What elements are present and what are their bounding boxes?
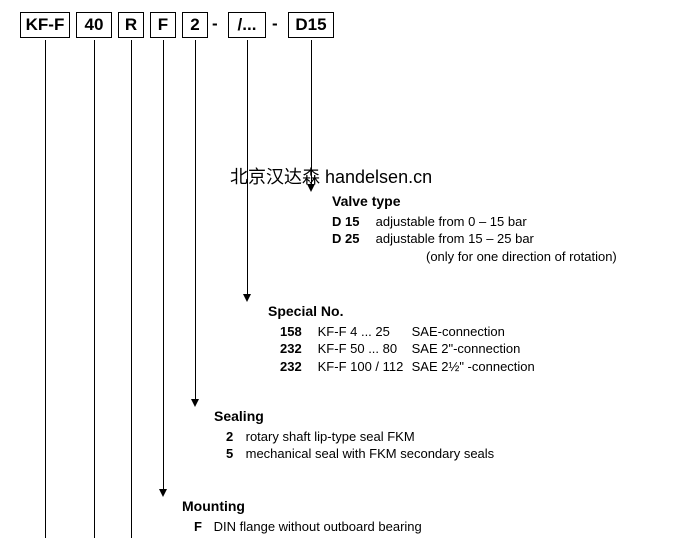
- code-box-2: 2: [182, 12, 208, 38]
- code-box-r: R: [118, 12, 144, 38]
- special-key-2: 232: [280, 358, 314, 376]
- special-key-1: 232: [280, 340, 314, 358]
- valve-desc-d25: adjustable from 15 – 25 bar: [376, 231, 534, 246]
- section-mounting: Mounting F DIN flange without outboard b…: [182, 497, 422, 535]
- sealing-desc-1: mechanical seal with FKM secondary seals: [246, 446, 495, 461]
- mounting-desc-0: DIN flange without outboard bearing: [214, 519, 422, 534]
- code-dash-2: -: [272, 14, 278, 34]
- code-box-d15: D15: [288, 12, 334, 38]
- special-code-1: KF-F 50 ... 80: [318, 340, 412, 358]
- mounting-title: Mounting: [182, 497, 422, 516]
- valve-desc-d15: adjustable from 0 – 15 bar: [376, 214, 527, 229]
- special-code-2: KF-F 100 / 112: [318, 358, 412, 376]
- code-box-slash: /...: [228, 12, 266, 38]
- code-box-f: F: [150, 12, 176, 38]
- sealing-desc-0: rotary shaft lip-type seal FKM: [246, 429, 415, 444]
- special-desc-2: SAE 2½" -connection: [412, 359, 535, 374]
- sealing-key-1: 5: [226, 445, 242, 463]
- valve-key-d25: D 25: [332, 230, 372, 248]
- valve-key-d15: D 15: [332, 213, 372, 231]
- section-valve-type: Valve type D 15 adjustable from 0 – 15 b…: [332, 192, 617, 266]
- mounting-key-0: F: [194, 518, 210, 536]
- special-key-0: 158: [280, 323, 314, 341]
- special-desc-0: SAE-connection: [412, 324, 505, 339]
- sealing-title: Sealing: [214, 407, 494, 426]
- special-desc-1: SAE 2"-connection: [412, 341, 521, 356]
- valve-note: (only for one direction of rotation): [332, 248, 617, 266]
- special-title: Special No.: [268, 302, 535, 321]
- section-special-no: Special No. 158 KF-F 4 ... 25SAE-connect…: [268, 302, 535, 376]
- watermark-text: 北京汉达森 handelsen.cn: [230, 163, 432, 189]
- code-box-40: 40: [76, 12, 112, 38]
- code-box-kff: KF-F: [20, 12, 70, 38]
- special-code-0: KF-F 4 ... 25: [318, 323, 412, 341]
- code-dash-1: -: [212, 14, 218, 34]
- sealing-key-0: 2: [226, 428, 242, 446]
- section-sealing: Sealing 2 rotary shaft lip-type seal FKM…: [214, 407, 494, 463]
- valve-title: Valve type: [332, 192, 617, 211]
